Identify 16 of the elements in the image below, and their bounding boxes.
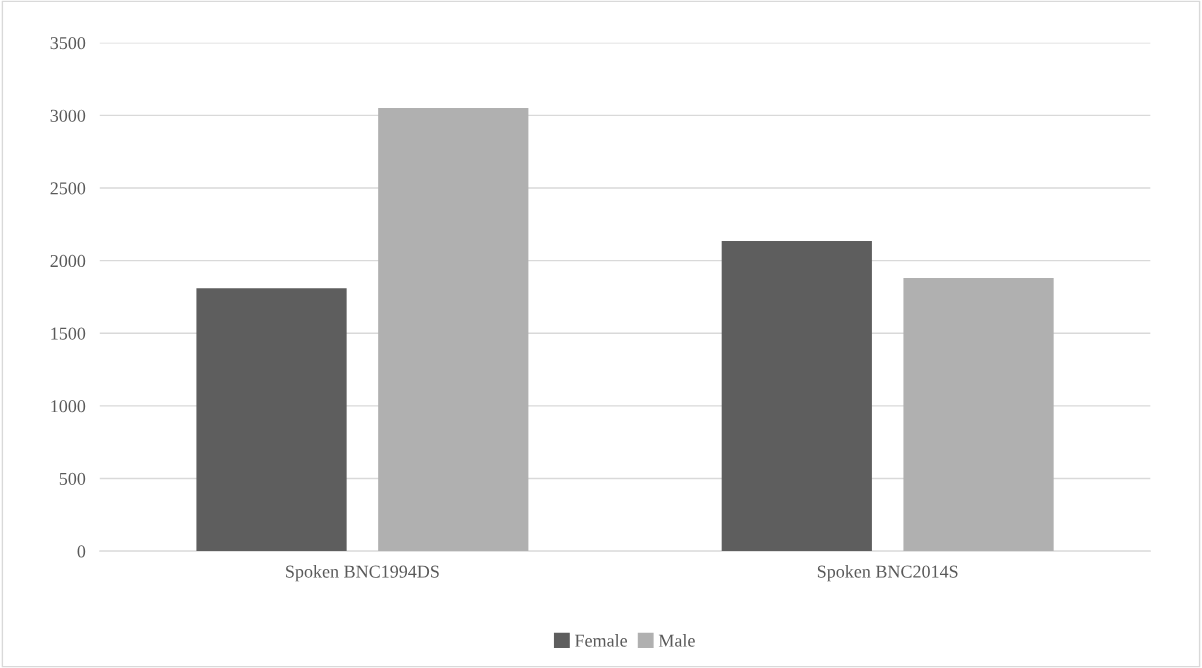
bar xyxy=(378,108,529,552)
bar xyxy=(721,241,872,552)
y-tick-label: 3500 xyxy=(50,37,86,50)
x-tick-label: Spoken BNC2014S xyxy=(817,564,958,582)
legend-label: Male xyxy=(658,634,695,647)
bar xyxy=(903,278,1054,552)
x-tick-label: Spoken BNC1994DS xyxy=(286,564,439,582)
y-tick-label: 1000 xyxy=(51,400,86,413)
y-tick-label: 1500 xyxy=(51,327,86,340)
bar xyxy=(196,288,347,552)
y-tick-label: 2000 xyxy=(50,254,86,268)
y-tick-label: 0 xyxy=(77,545,86,558)
legend-label: Female xyxy=(575,634,628,647)
y-tick-label: 500 xyxy=(59,472,86,485)
y-tick-label: 3000 xyxy=(50,109,86,122)
y-tick-label: 2500 xyxy=(50,182,86,195)
